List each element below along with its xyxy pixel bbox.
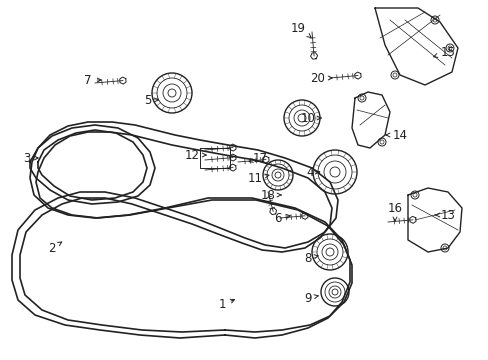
Text: 5: 5 bbox=[144, 94, 158, 107]
Text: 14: 14 bbox=[386, 129, 407, 141]
Text: 10: 10 bbox=[300, 112, 321, 125]
Text: 15: 15 bbox=[433, 45, 454, 59]
Text: 7: 7 bbox=[84, 73, 101, 86]
Text: 6: 6 bbox=[274, 212, 289, 225]
Text: 11: 11 bbox=[247, 171, 268, 185]
Text: 9: 9 bbox=[304, 292, 318, 305]
Text: 18: 18 bbox=[260, 189, 281, 202]
Text: 4: 4 bbox=[305, 166, 319, 179]
Text: 2: 2 bbox=[48, 242, 61, 255]
Text: 3: 3 bbox=[23, 152, 38, 165]
Text: 1: 1 bbox=[218, 298, 234, 311]
Text: 16: 16 bbox=[386, 202, 402, 221]
Text: 12: 12 bbox=[184, 149, 206, 162]
Text: 13: 13 bbox=[434, 208, 454, 221]
Text: 8: 8 bbox=[304, 252, 318, 265]
Text: 17: 17 bbox=[248, 152, 267, 165]
Text: 19: 19 bbox=[290, 22, 310, 37]
Text: 20: 20 bbox=[310, 72, 331, 85]
